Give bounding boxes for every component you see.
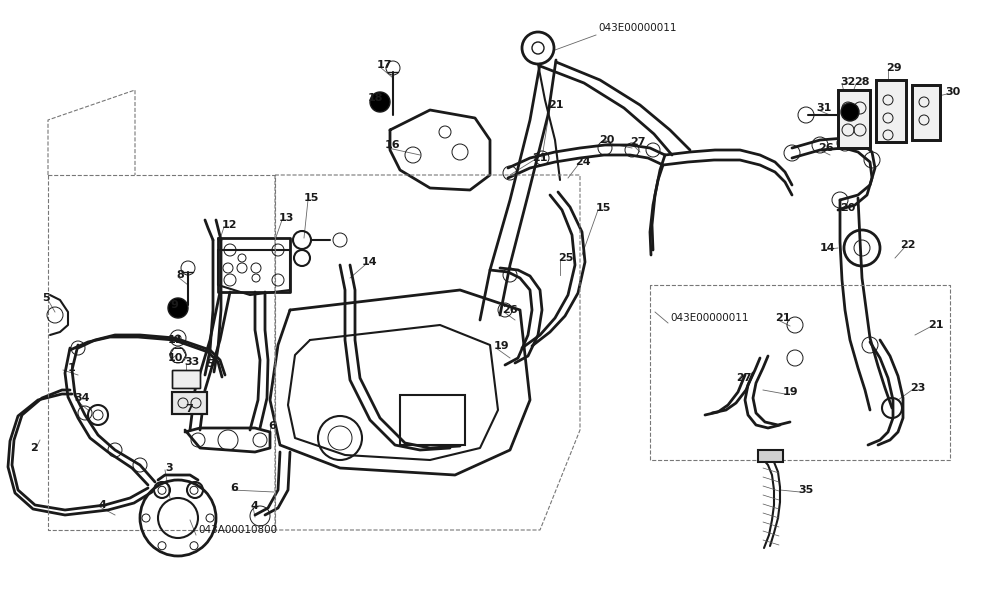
Text: 26: 26 — [502, 305, 518, 315]
Bar — [912, 85, 940, 140]
Text: 14: 14 — [362, 257, 378, 267]
Text: 23: 23 — [910, 383, 925, 393]
Bar — [172, 370, 200, 388]
Text: 32: 32 — [840, 77, 855, 87]
Text: 21: 21 — [928, 320, 943, 330]
Text: 31: 31 — [816, 103, 831, 113]
Text: 5: 5 — [206, 359, 214, 369]
Text: 043A00010800: 043A00010800 — [198, 525, 277, 535]
Text: 28: 28 — [854, 77, 869, 87]
Text: 29: 29 — [886, 63, 902, 73]
Text: 17: 17 — [377, 60, 393, 70]
Text: 22: 22 — [900, 240, 915, 250]
Text: 9: 9 — [170, 300, 178, 310]
Bar — [912, 85, 940, 140]
Circle shape — [841, 103, 859, 121]
Text: 26: 26 — [818, 143, 834, 153]
Text: 27: 27 — [630, 137, 646, 147]
Text: 1: 1 — [68, 363, 76, 373]
Text: 12: 12 — [222, 220, 238, 230]
Text: 24: 24 — [575, 157, 591, 167]
Bar — [400, 395, 465, 445]
Text: 27: 27 — [736, 373, 752, 383]
Text: 15: 15 — [596, 203, 611, 213]
Text: 11: 11 — [168, 335, 184, 345]
Bar — [876, 80, 906, 142]
Text: 6: 6 — [268, 421, 276, 431]
Text: 35: 35 — [798, 485, 813, 495]
Text: 2: 2 — [30, 443, 38, 453]
Bar — [838, 90, 870, 148]
Text: 18: 18 — [368, 93, 384, 103]
Text: 043E00000011: 043E00000011 — [598, 23, 676, 33]
Text: 13: 13 — [279, 213, 294, 223]
Text: 5: 5 — [42, 293, 50, 303]
Bar — [172, 392, 207, 414]
Bar — [876, 80, 906, 142]
Text: 20: 20 — [599, 135, 614, 145]
Text: 21: 21 — [775, 313, 790, 323]
Text: 19: 19 — [783, 387, 799, 397]
Text: 16: 16 — [385, 140, 401, 150]
Text: 6: 6 — [230, 483, 238, 493]
Text: 4: 4 — [250, 501, 258, 511]
Text: 3: 3 — [165, 463, 173, 473]
Text: 20: 20 — [840, 203, 855, 213]
Text: 15: 15 — [304, 193, 319, 203]
Text: 25: 25 — [558, 253, 573, 263]
Bar — [172, 392, 207, 414]
Text: 10: 10 — [168, 353, 183, 363]
Text: 30: 30 — [945, 87, 960, 97]
Bar — [838, 90, 870, 148]
Text: 34: 34 — [74, 393, 90, 403]
Bar — [758, 450, 783, 462]
Bar — [172, 370, 200, 388]
Text: 4: 4 — [98, 500, 106, 510]
Circle shape — [370, 92, 390, 112]
Text: 33: 33 — [184, 357, 199, 367]
Text: 21: 21 — [532, 153, 548, 163]
Text: 7: 7 — [185, 404, 193, 414]
Text: 14: 14 — [820, 243, 836, 253]
Circle shape — [168, 298, 188, 318]
Text: 043E00000011: 043E00000011 — [670, 313, 748, 323]
Text: 19: 19 — [494, 341, 510, 351]
Text: 8: 8 — [176, 270, 184, 280]
Text: 21: 21 — [548, 100, 564, 110]
